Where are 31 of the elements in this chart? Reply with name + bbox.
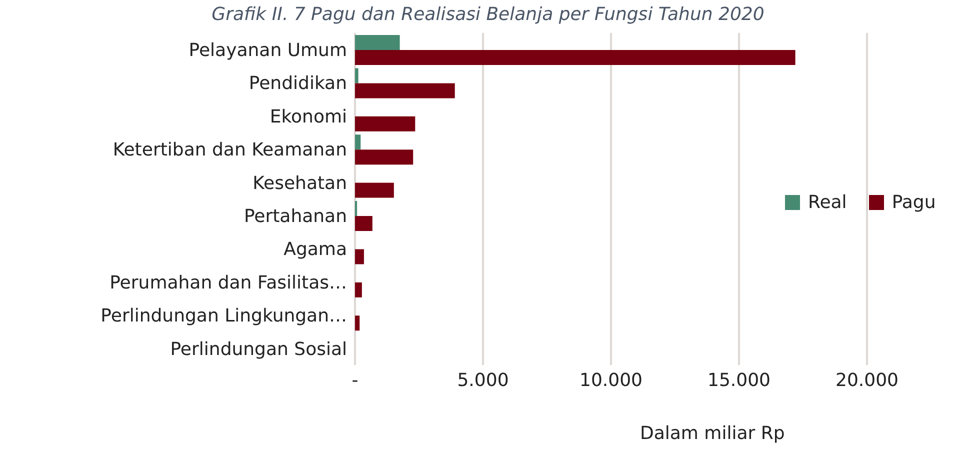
y-tick-label: Ketertiban dan Keamanan <box>112 140 347 161</box>
x-tick-label: 10.000 <box>580 370 642 391</box>
y-tick-label: Perlindungan Sosial <box>170 338 347 360</box>
bar <box>355 83 455 98</box>
bar <box>355 116 416 132</box>
x-tick-label: 5.000 <box>457 370 509 391</box>
bar <box>355 282 362 298</box>
bar <box>355 50 796 65</box>
bar <box>355 249 364 264</box>
x-tick-label: - <box>352 370 358 391</box>
y-tick-label: Pelayanan Umum <box>188 40 347 61</box>
y-tick-label: Perlindungan Lingkungan… <box>100 306 347 327</box>
y-tick-label: Perumahan dan Fasilitas… <box>110 272 347 294</box>
x-axis-title: Dalam miliar Rp <box>640 423 785 444</box>
x-tick-label: 15.000 <box>708 370 770 391</box>
bar <box>355 150 414 165</box>
bar <box>355 216 372 231</box>
y-tick-label: Pendidikan <box>248 73 347 94</box>
bar <box>355 134 361 150</box>
y-tick-label: Ekonomi <box>270 106 347 128</box>
bar <box>355 68 358 84</box>
y-tick-label: Kesehatan <box>252 172 347 194</box>
chart-title: Grafik II. 7 Pagu dan Realisasi Belanja per Fungsi Tahun 2020 <box>210 4 766 25</box>
y-tick-label: Pertahanan <box>244 206 347 227</box>
x-tick-label: 20.000 <box>836 370 898 391</box>
bar <box>355 182 394 198</box>
legend-label: Real <box>808 192 847 213</box>
y-tick-label: Agama <box>284 239 347 260</box>
legend-label: Pagu <box>892 192 936 213</box>
bar <box>355 35 400 50</box>
bar <box>355 316 360 331</box>
